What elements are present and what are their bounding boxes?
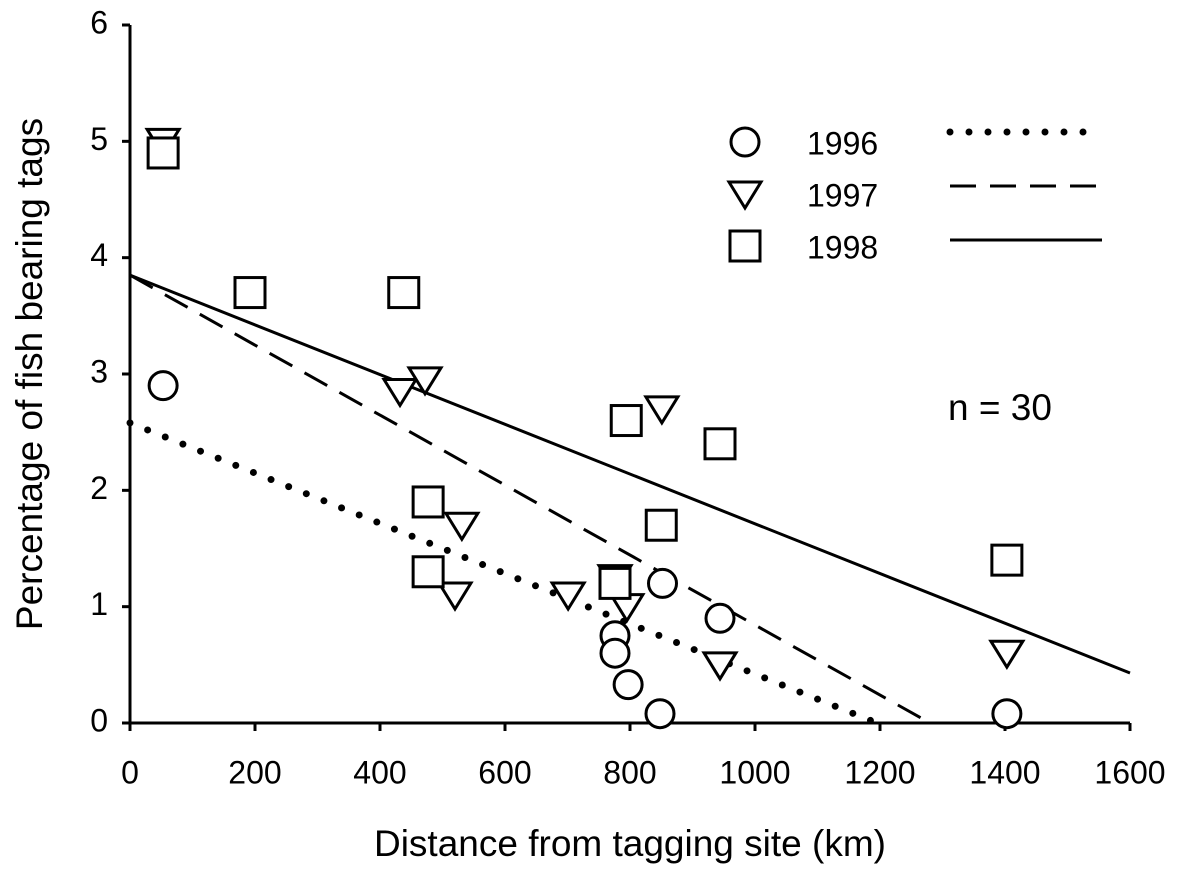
data-point [647, 567, 678, 599]
data-point [549, 581, 587, 612]
legend-marker [726, 180, 764, 211]
y-tick-label: 0 [90, 702, 108, 738]
legend-label: 1998 [807, 229, 878, 265]
data-point [609, 404, 643, 438]
legend-label: 1996 [807, 125, 878, 161]
data-point [990, 543, 1024, 577]
data-point [443, 511, 481, 543]
data-point [988, 639, 1026, 671]
x-axis-title: Distance from tagging site (km) [374, 823, 886, 864]
data-point [146, 136, 180, 170]
x-tick-label: 200 [228, 754, 281, 790]
annotation: n = 30 [948, 387, 1052, 428]
data-point [411, 485, 445, 519]
data-point [381, 377, 419, 409]
data-point [411, 555, 445, 589]
legend-marker [728, 229, 762, 263]
y-tick-label: 3 [90, 353, 108, 389]
x-tick-label: 400 [353, 754, 406, 790]
y-axis-title: Percentage of fish bearing tags [9, 118, 50, 630]
data-point [387, 276, 421, 310]
data-point [612, 669, 644, 701]
data-point [599, 637, 631, 669]
data-point [644, 698, 676, 730]
x-tick-label: 1600 [1094, 754, 1165, 790]
x-tick-label: 1000 [719, 754, 790, 790]
y-tick-label: 5 [90, 121, 108, 157]
trend-line [126, 419, 881, 727]
data-point [703, 427, 737, 461]
x-tick-label: 800 [603, 754, 656, 790]
x-tick-label: 1400 [969, 754, 1040, 790]
data-point [406, 366, 444, 397]
data-point [644, 508, 678, 542]
y-tick-label: 2 [90, 470, 108, 506]
data-point [147, 370, 179, 402]
data-point [704, 602, 736, 634]
data-point [233, 276, 267, 310]
data-point [991, 698, 1023, 730]
y-tick-label: 6 [90, 4, 108, 40]
y-tick-label: 4 [90, 237, 108, 273]
data-point [436, 581, 474, 612]
trend-line [129, 273, 931, 725]
x-tick-label: 1200 [844, 754, 915, 790]
data-point [701, 651, 739, 682]
legend-marker [729, 126, 761, 158]
x-tick-label: 0 [121, 754, 139, 790]
y-tick-label: 1 [90, 586, 108, 622]
x-tick-label: 600 [478, 754, 531, 790]
data-point [598, 566, 632, 600]
legend-label: 1997 [807, 177, 878, 213]
data-point [643, 395, 681, 426]
trend-line [129, 273, 1131, 675]
